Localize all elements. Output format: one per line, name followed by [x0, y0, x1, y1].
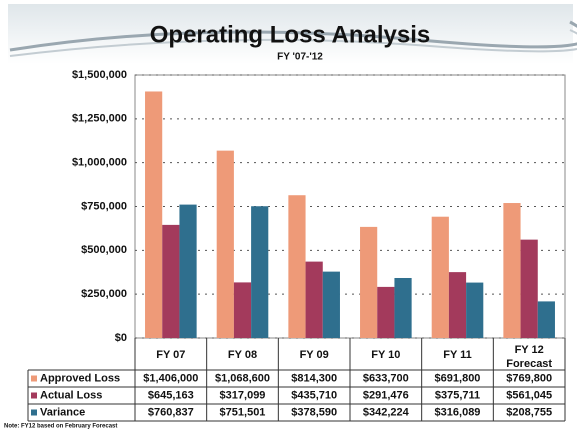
legend-swatch [31, 409, 37, 416]
data-label: $316,089 [435, 406, 481, 418]
data-label: $378,590 [291, 406, 337, 418]
data-label: $342,224 [363, 406, 410, 418]
x-tick-label: FY 07 [156, 349, 185, 361]
y-tick-label: $1,000,000 [72, 157, 127, 169]
bar [305, 261, 323, 338]
swoosh [9, 20, 577, 52]
data-label: $1,406,000 [143, 372, 198, 384]
bar [322, 271, 340, 338]
data-label: $769,800 [506, 372, 552, 384]
y-tick-label: $0 [115, 332, 127, 344]
bar [145, 91, 163, 339]
y-tick-label: $750,000 [81, 200, 127, 212]
legend-swatch [31, 375, 37, 382]
swoosh [9, 29, 577, 57]
x-tick-label: FY 12 Forecast [506, 344, 552, 370]
x-tick-label: FY 10 [371, 349, 400, 361]
y-tick-label: $500,000 [81, 244, 127, 256]
bar [216, 150, 234, 338]
data-label: $435,710 [291, 389, 337, 401]
x-tick-label: FY 11 [443, 349, 472, 361]
bar [537, 301, 555, 338]
data-label: $561,045 [506, 389, 552, 401]
bar [503, 203, 521, 338]
y-tick-label: $1,250,000 [72, 113, 127, 125]
bar [251, 206, 269, 338]
bar [431, 216, 449, 338]
bar [394, 277, 412, 338]
bar [520, 239, 538, 338]
legend-label: Actual Loss [40, 389, 102, 401]
data-label: $375,711 [435, 389, 480, 401]
y-tick-label: $250,000 [81, 288, 127, 300]
y-tick-label: $1,500,000 [72, 69, 127, 81]
legend-swatch [31, 392, 37, 399]
data-label: $814,300 [291, 372, 337, 384]
bar [360, 226, 378, 338]
data-label: $760,837 [148, 406, 194, 418]
legend-label: Approved Loss [40, 372, 120, 384]
bar [233, 282, 252, 338]
data-label: $1,068,600 [215, 372, 270, 384]
x-tick-label: FY 08 [228, 349, 257, 361]
bar [377, 286, 395, 338]
data-label: $751,501 [220, 406, 266, 418]
bar [466, 282, 484, 338]
header-band [8, 4, 573, 64]
note: Note: FY12 based on February Forecast [4, 424, 117, 430]
chart-title: Operating Loss Analysis [150, 21, 431, 48]
x-tick-label: FY 09 [300, 349, 329, 361]
data-label: $291,476 [363, 389, 409, 401]
bar [162, 224, 180, 338]
bar [179, 204, 197, 338]
data-label: $317,099 [220, 389, 266, 401]
legend-label: Variance [40, 406, 85, 418]
bar [448, 272, 467, 338]
bar [288, 195, 306, 338]
data-label: $691,800 [435, 372, 481, 384]
data-label: $633,700 [363, 372, 409, 384]
data-label: $208,755 [506, 406, 552, 418]
data-label: $645,163 [148, 389, 194, 401]
chart-subtitle: FY '07-'12 [277, 52, 323, 63]
